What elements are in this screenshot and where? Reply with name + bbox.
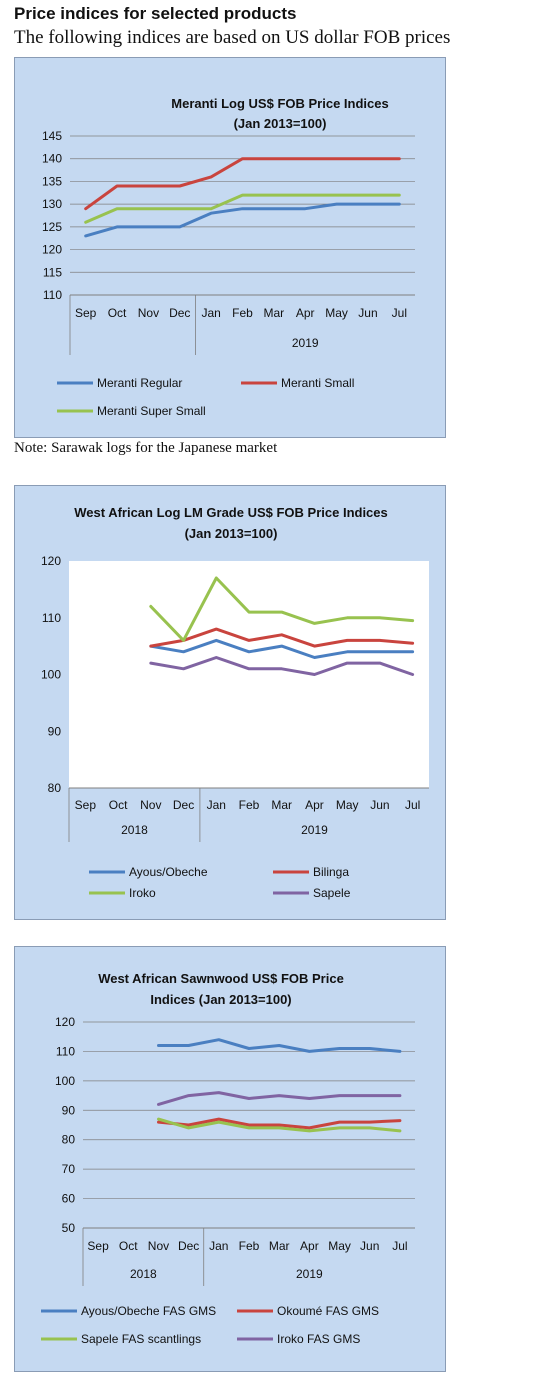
y-tick-label: 90 [62, 1103, 76, 1117]
x-tick-label-feb: Feb [239, 798, 260, 812]
series-line-bilinga [149, 627, 415, 648]
x-tick-label-mar: Mar [271, 798, 292, 812]
x-tick-label-jul: Jul [392, 1239, 407, 1253]
series-line-meranti-regular [84, 202, 401, 238]
x-tick-label-apr: Apr [305, 798, 324, 812]
legend-label-iroko-fas-gms: Iroko FAS GMS [277, 1332, 360, 1346]
y-tick-label: 80 [62, 1133, 76, 1147]
chart-title-line: (Jan 2013=100) [234, 116, 327, 131]
legend-label-okoume-fas-gms: Okoumé FAS GMS [277, 1304, 379, 1318]
group-label: 2019 [296, 1267, 323, 1281]
x-tick-label-dec: Dec [173, 798, 194, 812]
plot-area [69, 561, 429, 788]
legend-label-meranti-regular: Meranti Regular [97, 376, 182, 390]
x-tick-label-dec: Dec [178, 1239, 199, 1253]
x-tick-label-feb: Feb [232, 306, 253, 320]
x-tick-label-jul: Jul [405, 798, 420, 812]
group-label: 2018 [130, 1267, 157, 1281]
chart-title-line: West African Sawnwood US$ FOB Price [98, 971, 344, 986]
chart-svg-2: West African Sawnwood US$ FOB Price Indic… [41, 971, 415, 1346]
y-tick-label: 100 [41, 668, 61, 682]
x-tick-label-jan: Jan [209, 1239, 228, 1253]
series-line-ayous-obeche-fas-gms [157, 1038, 402, 1053]
page-subheading: The following indices are based on US do… [14, 27, 451, 48]
x-tick-label-nov: Nov [140, 798, 161, 812]
y-tick-label: 125 [42, 220, 62, 234]
legend-label-bilinga: Bilinga [313, 865, 349, 879]
legend-label-sapele-fas-scantlings: Sapele FAS scantlings [81, 1332, 201, 1346]
x-tick-label-may: May [336, 798, 359, 812]
page-heading: Price indices for selected products [14, 4, 297, 23]
y-tick-label: 145 [42, 129, 62, 143]
legend-label-meranti-super-small: Meranti Super Small [97, 404, 206, 418]
series-line-iroko-fas-gms [157, 1091, 402, 1106]
y-tick-label: 110 [56, 1044, 75, 1058]
meranti-chart-panel: Meranti Log US$ FOB Price Indices (Jan 20… [14, 57, 446, 438]
series-line-meranti-small [84, 157, 401, 211]
series-line-meranti-super-small [84, 193, 401, 224]
x-tick-label-may: May [328, 1239, 351, 1253]
x-tick-label-oct: Oct [109, 798, 128, 812]
x-tick-label-dec: Dec [169, 306, 190, 320]
x-tick-label-oct: Oct [119, 1239, 138, 1253]
y-tick-label: 60 [62, 1192, 76, 1206]
x-tick-label-apr: Apr [296, 306, 315, 320]
y-tick-label: 90 [48, 724, 62, 738]
x-tick-label-jun: Jun [370, 798, 389, 812]
chart-svg-1: West African Log LM Grade US$ FOB Price … [41, 505, 429, 900]
chart-title-line: (Jan 2013=100) [185, 526, 278, 541]
x-tick-label-apr: Apr [300, 1239, 319, 1253]
series-line-ayous-obeche [149, 638, 415, 659]
x-tick-label-nov: Nov [138, 306, 159, 320]
west-african-sawnwood-chart-panel: West African Sawnwood US$ FOB Price Indic… [14, 946, 446, 1372]
series-line-sapele [149, 656, 415, 676]
chart-svg-0: Meranti Log US$ FOB Price Indices (Jan 20… [42, 96, 415, 418]
y-tick-label: 110 [43, 288, 62, 302]
chart-title-line: West African Log LM Grade US$ FOB Price … [74, 505, 388, 520]
y-tick-label: 120 [41, 554, 61, 568]
y-tick-label: 110 [42, 611, 61, 625]
legend-label-iroko: Iroko [129, 886, 156, 900]
x-tick-label-nov: Nov [148, 1239, 169, 1253]
chart-title-line: Indices (Jan 2013=100) [150, 992, 291, 1007]
x-tick-label-jul: Jul [392, 306, 407, 320]
series-line-okoume-fas-gms [157, 1117, 402, 1130]
group-label: 2019 [292, 336, 319, 350]
x-tick-label-jun: Jun [360, 1239, 379, 1253]
y-tick-label: 140 [42, 152, 62, 166]
y-tick-label: 80 [48, 781, 62, 795]
x-tick-label-sep: Sep [75, 306, 97, 320]
x-tick-label-mar: Mar [269, 1239, 290, 1253]
x-tick-label-oct: Oct [108, 306, 127, 320]
y-tick-label: 50 [62, 1221, 76, 1235]
x-tick-label-jan: Jan [201, 306, 220, 320]
x-tick-label-may: May [325, 306, 348, 320]
meranti-note: Note: Sarawak logs for the Japanese mark… [14, 440, 278, 456]
x-tick-label-mar: Mar [264, 306, 285, 320]
y-tick-label: 120 [55, 1015, 75, 1029]
x-tick-label-jun: Jun [358, 306, 377, 320]
y-tick-label: 130 [42, 197, 62, 211]
y-tick-label: 135 [42, 174, 62, 188]
x-tick-label-feb: Feb [239, 1239, 260, 1253]
x-tick-label-jan: Jan [207, 798, 226, 812]
series-line-iroko [149, 576, 415, 642]
chart-title-line: Meranti Log US$ FOB Price Indices [171, 96, 388, 111]
y-tick-label: 115 [43, 265, 62, 279]
legend-label-ayous-obeche: Ayous/Obeche [129, 865, 208, 879]
group-label: 2019 [301, 823, 328, 837]
y-tick-label: 120 [42, 243, 62, 257]
y-tick-label: 70 [62, 1162, 76, 1176]
series-line-sapele-fas-scantlings [157, 1117, 402, 1133]
group-label: 2018 [121, 823, 148, 837]
legend-label-sapele: Sapele [313, 886, 351, 900]
y-tick-label: 100 [55, 1074, 75, 1088]
x-tick-label-sep: Sep [75, 798, 97, 812]
x-tick-label-sep: Sep [87, 1239, 109, 1253]
legend-label-meranti-small: Meranti Small [281, 376, 354, 390]
west-african-log-chart-panel: West African Log LM Grade US$ FOB Price … [14, 485, 446, 920]
legend-label-ayous-obeche-fas-gms: Ayous/Obeche FAS GMS [81, 1304, 216, 1318]
